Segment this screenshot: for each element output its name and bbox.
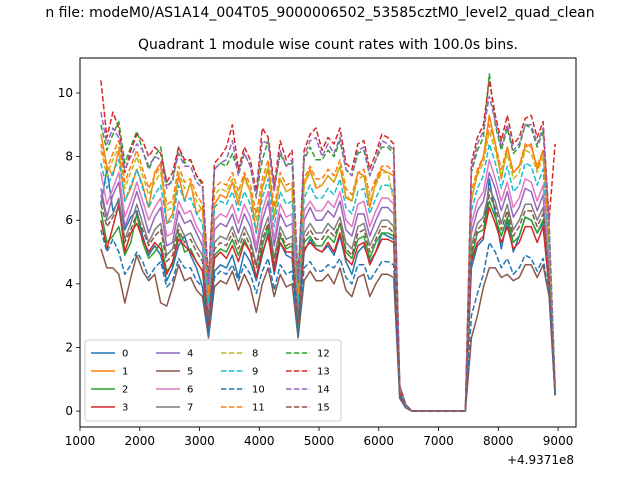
series-line-6 (100, 159, 556, 412)
series-line-12 (100, 73, 556, 412)
series-line-15 (100, 194, 556, 412)
legend-label: 3 (122, 403, 128, 414)
y-tick-label: 0 (65, 404, 73, 418)
legend-label: 8 (252, 349, 258, 360)
plot-frame (79, 57, 577, 428)
legend-label: 6 (187, 385, 193, 396)
legend-label: 1 (122, 367, 128, 378)
x-offset-label: +4.9371e8 (507, 453, 574, 467)
y-tick-label: 8 (65, 150, 73, 164)
series-line-8 (100, 130, 556, 412)
legend-label: 14 (317, 385, 330, 396)
legend-item-3: 3 (91, 403, 128, 414)
series-line-7 (100, 187, 556, 412)
series-line-14 (100, 95, 556, 412)
x-tick-label: 1000 (65, 434, 96, 448)
y-axis-ticks: 0 2 4 6 8 10 (58, 86, 80, 418)
legend-label: 2 (122, 385, 128, 396)
legend-item-10: 10 (221, 385, 265, 396)
y-tick-label: 6 (65, 213, 73, 227)
legend-item-2: 2 (91, 385, 128, 396)
series-line-5 (100, 248, 556, 412)
chart-title: Quadrant 1 module wise count rates with … (138, 37, 518, 53)
legend-label: 4 (187, 349, 193, 360)
y-tick-label: 4 (65, 277, 73, 291)
legend-label: 12 (317, 349, 330, 360)
legend-item-6: 6 (156, 385, 193, 396)
legend-label: 9 (252, 367, 258, 378)
legend-item-8: 8 (221, 349, 258, 360)
series-line-13 (100, 79, 556, 412)
series-line-0 (100, 168, 556, 412)
series-layer (100, 73, 556, 412)
y-tick-label: 2 (65, 340, 73, 354)
legend-label: 10 (252, 385, 265, 396)
series-line-2 (100, 200, 556, 412)
legend-item-9: 9 (221, 367, 258, 378)
legend-item-4: 4 (156, 349, 193, 360)
legend-item-13: 13 (286, 367, 330, 378)
x-tick-label: 6000 (364, 434, 395, 448)
legend-item-12: 12 (286, 349, 330, 360)
legend-item-5: 5 (156, 367, 193, 378)
legend-label: 0 (122, 349, 128, 360)
legend-label: 11 (252, 403, 265, 414)
series-line-11 (100, 124, 556, 412)
legend-item-1: 1 (91, 367, 128, 378)
x-tick-label: 7000 (423, 434, 454, 448)
legend-label: 13 (317, 367, 330, 378)
series-line-4 (100, 171, 556, 412)
x-tick-label: 5000 (304, 434, 335, 448)
x-tick-label: 8000 (483, 434, 514, 448)
legend-label: 5 (187, 367, 193, 378)
x-tick-label: 9000 (543, 434, 574, 448)
x-tick-label: 3000 (184, 434, 215, 448)
suptitle: n file: modeM0/AS1A14_004T05_9000006502_… (45, 5, 594, 21)
y-tick-label: 10 (58, 86, 73, 100)
legend-item-15: 15 (286, 403, 330, 414)
legend-label: 7 (187, 403, 193, 414)
legend-label: 15 (317, 403, 330, 414)
series-line-10 (100, 229, 556, 412)
x-tick-label: 4000 (244, 434, 275, 448)
series-line-9 (100, 143, 556, 412)
legend-item-14: 14 (286, 385, 330, 396)
legend-item-7: 7 (156, 403, 193, 414)
x-tick-label: 2000 (124, 434, 155, 448)
legend-item-0: 0 (91, 349, 128, 360)
series-line-3 (100, 203, 556, 412)
x-axis-ticks: 1000 2000 3000 4000 5000 6000 7000 8000 9000 (65, 427, 574, 448)
legend-item-11: 11 (221, 403, 265, 414)
legend-box (84, 339, 342, 422)
